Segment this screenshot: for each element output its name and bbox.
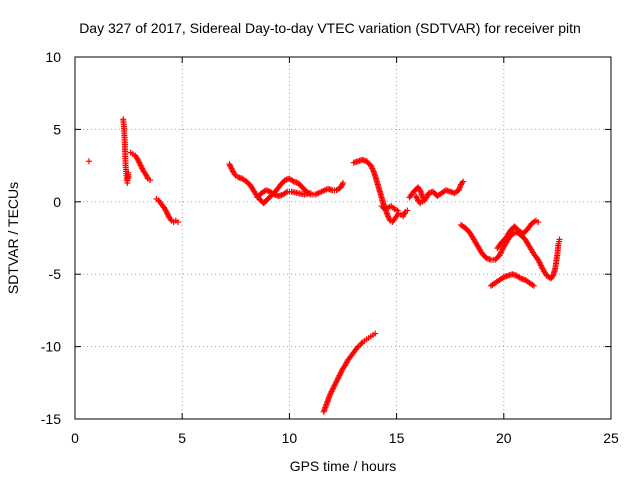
- y-tick-label: 0: [53, 194, 61, 210]
- y-tick-label: -5: [49, 266, 62, 282]
- data-point: [307, 190, 314, 197]
- data-point: [460, 178, 467, 185]
- y-axis-label: SDTVAR / TECUs: [5, 182, 21, 294]
- data-point: [422, 195, 429, 202]
- data-point: [404, 207, 411, 214]
- data-point: [85, 158, 92, 165]
- data-point: [340, 179, 346, 186]
- data-point: [556, 236, 563, 243]
- data-point: [147, 177, 154, 184]
- y-tick-label: 10: [45, 49, 61, 65]
- data-point-trace: [400, 211, 407, 218]
- data-point-trace: [401, 210, 408, 217]
- y-tick-label: -10: [41, 339, 61, 355]
- chart-title: Day 327 of 2017, Sidereal Day-to-day VTE…: [79, 20, 581, 36]
- data-point: [174, 219, 181, 226]
- grid: [75, 57, 611, 419]
- x-axis-label: GPS time / hours: [290, 458, 397, 474]
- data-point: [394, 207, 401, 214]
- x-tick-label: 0: [71, 430, 79, 446]
- data-point: [125, 174, 132, 181]
- data-points: [85, 116, 563, 415]
- data-point-trace: [358, 340, 365, 347]
- data-point: [372, 330, 379, 337]
- x-tick-label: 10: [282, 430, 298, 446]
- data-point: [535, 219, 542, 226]
- y-tick-label: 5: [53, 121, 61, 137]
- y-tick-label: -15: [41, 411, 61, 427]
- axis-ticks: 0 5 10 15 20 25 -15 -10 -5 0 5 10: [41, 49, 619, 446]
- x-tick-label: 25: [603, 430, 619, 446]
- x-tick-label: 20: [496, 430, 512, 446]
- plot-frame: [74, 56, 612, 420]
- x-tick-label: 15: [389, 430, 405, 446]
- data-point-trace: [339, 181, 346, 188]
- x-tick-label: 5: [178, 430, 186, 446]
- data-point: [530, 282, 537, 289]
